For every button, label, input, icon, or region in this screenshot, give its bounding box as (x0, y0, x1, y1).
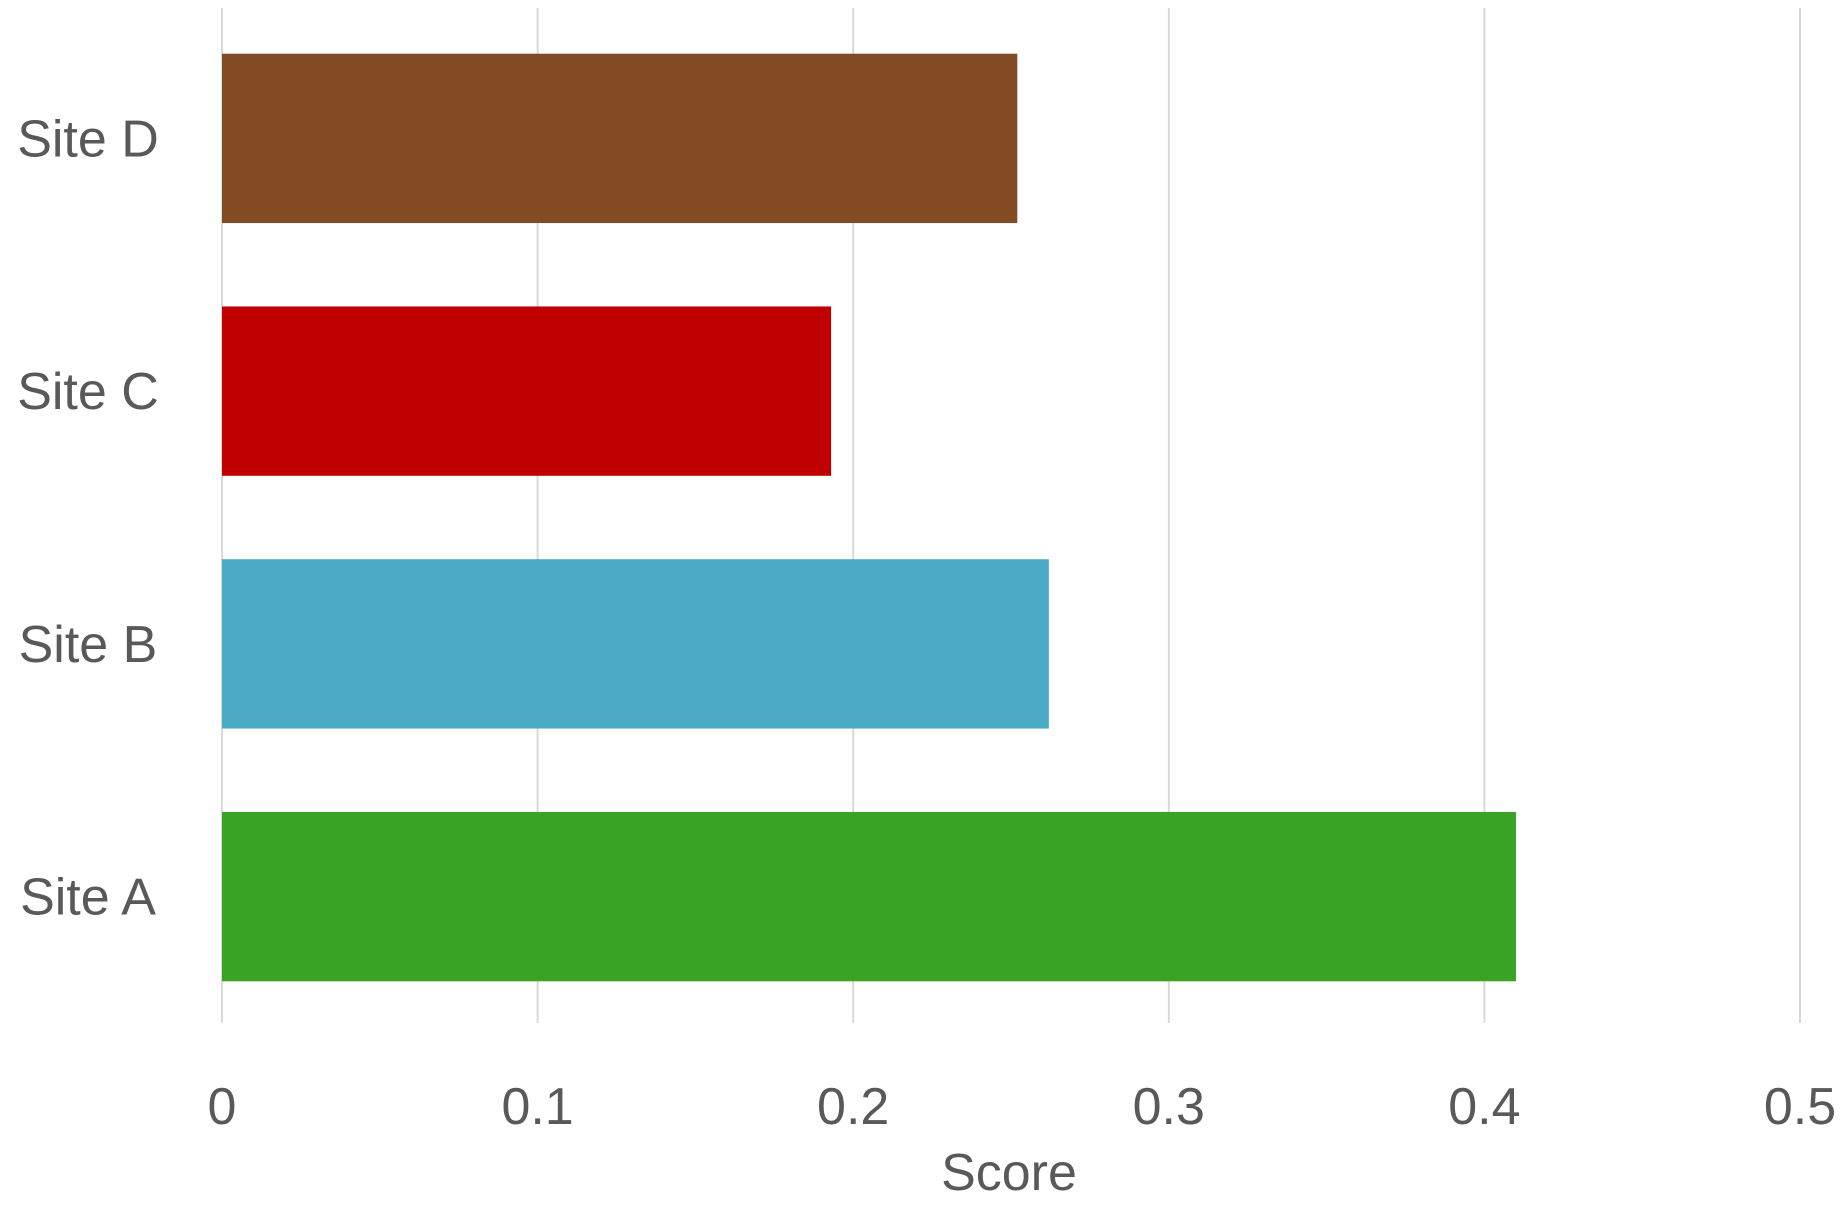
x-tick-label: 0.4 (1448, 1078, 1520, 1136)
bar-site-a (222, 811, 1516, 982)
category-label: Site D (17, 110, 159, 168)
x-tick-label: 0.2 (817, 1078, 889, 1136)
x-tick-label: 0 (208, 1078, 237, 1136)
category-labels: Site A Site B Site C Site D (17, 110, 159, 926)
bars (222, 53, 1516, 982)
category-label: Site C (17, 363, 159, 421)
x-axis-title: Score (941, 1144, 1077, 1202)
category-label: Site A (20, 869, 156, 927)
x-tick-labels: 0 0.1 0.2 0.3 0.4 0.5 (208, 1078, 1837, 1136)
x-tick-label: 0.5 (1764, 1078, 1836, 1136)
category-label: Site B (19, 616, 158, 674)
bar-site-c (222, 306, 832, 476)
x-tick-label: 0.1 (501, 1078, 573, 1136)
bar-site-d (222, 53, 1018, 224)
x-tick-label: 0.3 (1133, 1078, 1205, 1136)
bar-site-b (222, 559, 1049, 729)
